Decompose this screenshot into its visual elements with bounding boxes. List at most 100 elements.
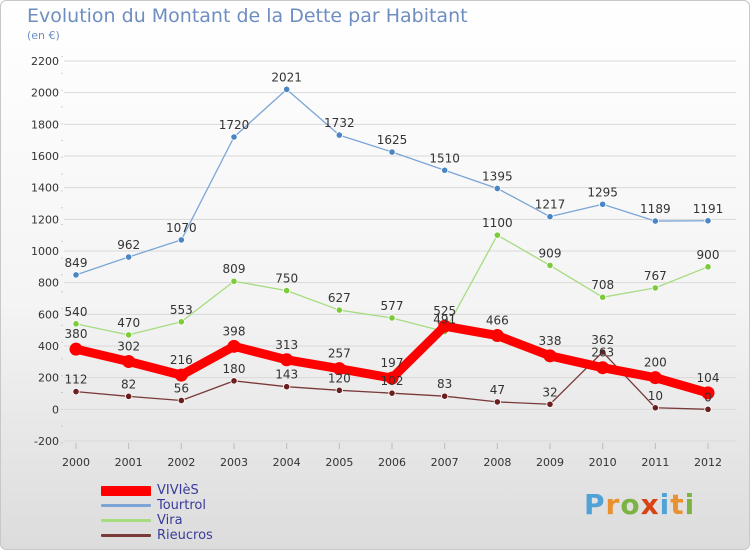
- y-tick-label: 2200: [31, 55, 59, 68]
- data-label-vivis: 200: [644, 356, 667, 370]
- data-point-vira: [493, 231, 501, 239]
- logo-letter: o: [620, 488, 641, 521]
- data-point-vivis: [122, 355, 136, 369]
- data-point-rieucros: [546, 400, 554, 408]
- data-point-rieucros: [177, 396, 185, 405]
- data-label-vivis: 302: [117, 340, 140, 354]
- data-label-tourtrol: 1070: [166, 221, 197, 235]
- data-point-tourtrol: [493, 184, 501, 193]
- data-point-rieucros: [230, 377, 238, 385]
- data-point-tourtrol: [546, 213, 554, 221]
- data-point-vivis: [69, 342, 83, 356]
- data-point-rieucros: [72, 387, 80, 396]
- x-tick-label: 2005: [325, 456, 353, 469]
- data-labels: 849 962 1070 1720 2021 1732 1625 1510 1395 1217 12…: [65, 70, 724, 404]
- legend-label-tourtrol: Tourtrol: [157, 498, 206, 513]
- data-label-vivis: 257: [328, 347, 351, 361]
- x-tick-label: 2007: [431, 456, 459, 469]
- data-label-rieucros: 0: [704, 390, 712, 404]
- axes: -200020040060080010001200140016001800200…: [31, 55, 722, 469]
- data-label-tourtrol: 1720: [219, 118, 250, 132]
- legend-item-tourtrol: Tourtrol: [101, 498, 213, 513]
- data-label-tourtrol: 962: [117, 238, 140, 252]
- data-label-vivis: 338: [539, 334, 562, 348]
- data-label-vira: 577: [381, 299, 404, 313]
- x-tick-label: 2002: [167, 456, 195, 469]
- chart-title: Evolution du Montant de la Dette par Hab…: [27, 5, 468, 27]
- x-tick-label: 2003: [220, 456, 248, 469]
- data-label-rieucros: 56: [174, 381, 189, 395]
- legend-item-vira: Vira: [101, 513, 213, 528]
- x-tick-label: 2008: [483, 456, 511, 469]
- data-point-tourtrol: [283, 85, 291, 93]
- x-tick-label: 2000: [62, 456, 90, 469]
- data-label-vira: 750: [275, 272, 298, 286]
- data-label-vira: 767: [644, 269, 667, 283]
- x-tick-label: 2009: [536, 456, 564, 469]
- legend-item-rieucros: Rieucros: [101, 528, 213, 543]
- data-point-vira: [599, 293, 607, 301]
- data-point-tourtrol: [441, 166, 449, 174]
- data-point-rieucros: [388, 389, 396, 397]
- data-point-vivis: [648, 371, 662, 385]
- x-tick-label: 2001: [115, 456, 143, 469]
- data-point-rieucros: [335, 386, 343, 394]
- y-tick-label: 200: [38, 372, 59, 385]
- legend-swatch-vivies: [101, 485, 151, 496]
- data-point-vivis: [332, 362, 346, 376]
- data-point-tourtrol: [230, 133, 238, 141]
- data-point-vivis: [174, 368, 188, 382]
- x-tick-label: 2006: [378, 456, 406, 469]
- y-tick-label: 2000: [31, 87, 59, 100]
- logo-letter: P: [584, 488, 606, 521]
- data-point-rieucros: [493, 398, 501, 406]
- data-point-rieucros: [704, 405, 712, 413]
- data-label-vira: 809: [223, 262, 246, 276]
- data-label-tourtrol: 1189: [640, 202, 671, 216]
- y-tick-label: 800: [38, 277, 59, 290]
- data-point-tourtrol: [599, 200, 607, 208]
- data-label-vivis: 380: [65, 327, 88, 341]
- data-label-vivis: 263: [591, 346, 614, 360]
- series-line-tourtrol: [75, 88, 709, 276]
- data-label-vira: 909: [539, 246, 562, 260]
- x-tick-label: 2010: [589, 456, 617, 469]
- legend-label-vira: Vira: [157, 513, 183, 528]
- proxiti-logo: Proxiti: [584, 488, 695, 521]
- data-label-vira: 553: [170, 303, 193, 317]
- data-label-vira: 708: [591, 278, 614, 292]
- logo-letter: i: [659, 488, 671, 521]
- data-label-tourtrol: 1625: [377, 133, 408, 147]
- data-label-rieucros: 32: [542, 385, 557, 399]
- data-point-vira: [283, 286, 291, 295]
- legend-swatch-tourtrol: [101, 504, 151, 507]
- data-point-vira: [230, 277, 238, 285]
- data-label-rieucros: 180: [223, 362, 246, 376]
- data-label-tourtrol: 1395: [482, 169, 513, 183]
- y-tick-label: 400: [38, 340, 59, 353]
- data-label-tourtrol: 1510: [429, 151, 460, 165]
- data-label-vivis: 525: [433, 304, 456, 318]
- legend-label-vivies: VIVIèS: [157, 483, 199, 498]
- data-point-rieucros: [283, 383, 291, 391]
- data-label-vira: 900: [697, 248, 720, 262]
- x-tick-label: 2011: [641, 456, 669, 469]
- data-point-vira: [177, 318, 185, 326]
- data-label-vira: 627: [328, 291, 351, 305]
- y-tick-label: 0: [52, 403, 59, 416]
- legend-label-rieucros: Rieucros: [157, 528, 213, 543]
- data-point-vira: [72, 320, 80, 328]
- data-point-vivis: [280, 353, 294, 367]
- data-point-vivis: [543, 349, 557, 363]
- data-point-vira: [125, 331, 133, 339]
- y-tick-label: -200: [34, 435, 59, 448]
- data-point-vira: [335, 306, 343, 314]
- data-label-vira: 491: [433, 313, 456, 327]
- data-point-tourtrol: [651, 217, 659, 225]
- data-label-tourtrol: 1217: [535, 198, 566, 212]
- data-label-vivis: 466: [486, 314, 509, 328]
- data-label-rieucros: 10: [648, 389, 663, 403]
- data-point-vira: [546, 261, 554, 270]
- series-group: [69, 85, 715, 413]
